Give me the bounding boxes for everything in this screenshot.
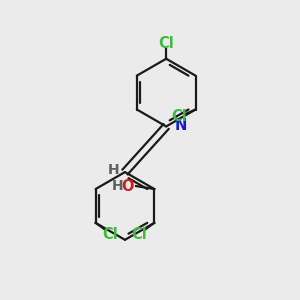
Text: Cl: Cl bbox=[103, 226, 118, 242]
Text: Cl: Cl bbox=[171, 110, 187, 124]
Text: N: N bbox=[174, 118, 187, 133]
Text: Cl: Cl bbox=[132, 226, 147, 242]
Text: H: H bbox=[112, 179, 124, 193]
Text: H: H bbox=[108, 163, 120, 177]
Text: O: O bbox=[121, 178, 134, 194]
Text: Cl: Cl bbox=[158, 36, 174, 51]
